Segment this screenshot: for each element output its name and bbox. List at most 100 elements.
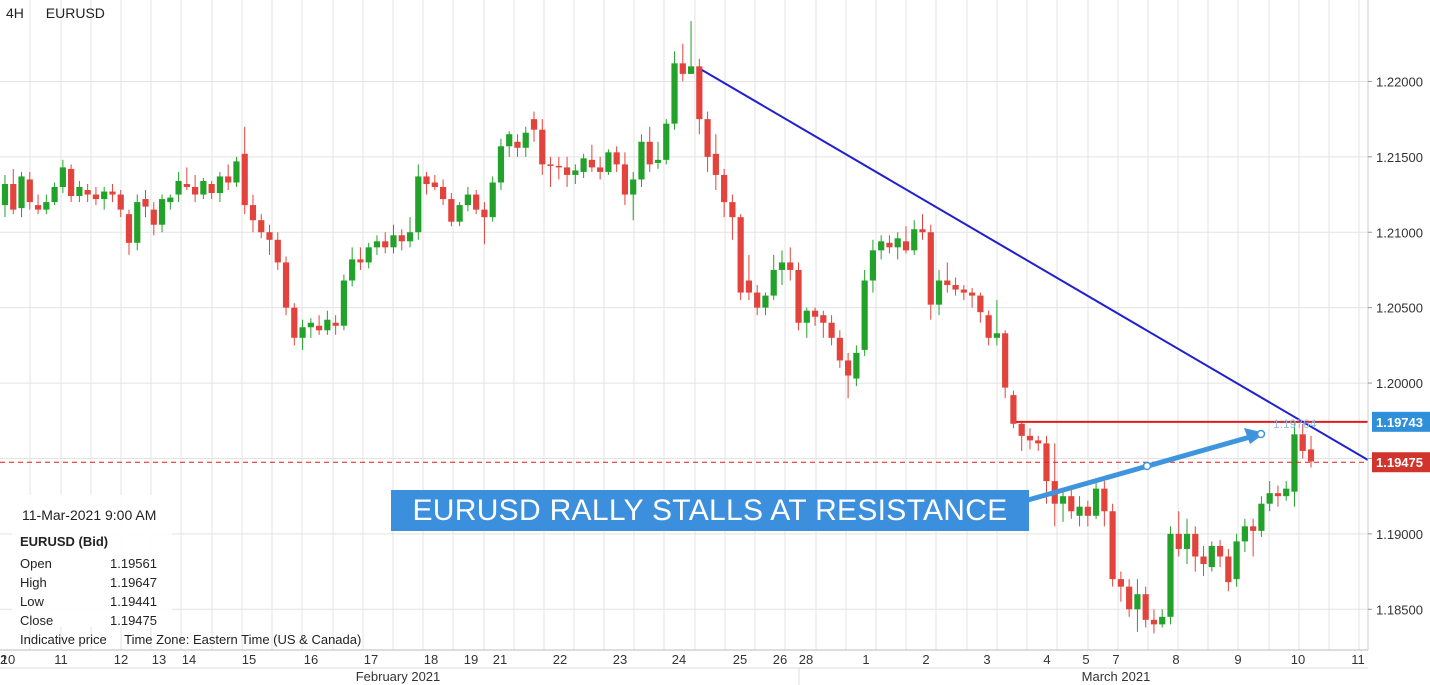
candle-body [1126, 586, 1133, 610]
candle-body [241, 153, 248, 206]
timezone-label[interactable]: Time Zone: Eastern Time (US & Canada) [124, 632, 362, 647]
candle-body [1159, 616, 1166, 625]
candle-body [489, 182, 496, 218]
candle-body [448, 199, 455, 222]
candle-body [539, 129, 546, 165]
info-value: 1.19561 [110, 556, 157, 571]
candle-body [134, 202, 141, 243]
candle-body [1208, 545, 1215, 568]
candle-body [415, 176, 422, 233]
x-tick-label: 4 [1043, 652, 1050, 667]
candle-body [588, 159, 595, 168]
candle-body [225, 176, 232, 183]
current-price-tag [1372, 452, 1430, 473]
candle-body [150, 209, 157, 225]
candle-body [101, 191, 108, 200]
candle-body [845, 360, 852, 376]
candle-body [778, 262, 786, 270]
candle-body [109, 191, 116, 195]
candle-body [1291, 434, 1298, 492]
candle-body [506, 134, 513, 147]
candle-body [332, 322, 339, 326]
candle-body [51, 187, 58, 203]
candle-body [390, 235, 397, 248]
candle-body [10, 183, 17, 210]
candle-body [1026, 435, 1034, 441]
candle-body [340, 280, 347, 326]
candle-body [84, 190, 91, 195]
candle-body [530, 119, 538, 130]
candle-body [919, 229, 926, 233]
candle-body [770, 269, 777, 296]
candle-body [1274, 493, 1282, 497]
candle-body [258, 220, 265, 233]
candle-body [853, 352, 860, 379]
candle-body [200, 180, 207, 195]
x-tick-label: 25 [733, 652, 747, 667]
timeframe-label[interactable]: 4H [6, 5, 24, 21]
candle-body [621, 164, 629, 195]
candle-body [1101, 488, 1108, 512]
candle-body [894, 238, 901, 248]
current-price-tag-label: 1.19475 [1376, 455, 1423, 470]
candle-body [638, 141, 645, 180]
candle-body [993, 333, 1000, 338]
info-instrument: EURUSD (Bid) [20, 534, 109, 549]
candle-body [861, 280, 868, 350]
candle-body [935, 280, 943, 305]
candle-body [299, 327, 306, 338]
x-tick-label: 7 [1112, 652, 1119, 667]
x-tick-label: 14 [182, 652, 196, 667]
candle-body [803, 310, 810, 323]
y-tick-label: 1.21000 [1376, 225, 1423, 240]
x-tick-label: 2 [922, 652, 929, 667]
candle-body [572, 170, 579, 175]
candle-body [497, 146, 505, 183]
candle-body [423, 176, 430, 184]
y-tick-label: 1.20000 [1376, 376, 1423, 391]
candle-body [1233, 541, 1240, 580]
info-label: Close [20, 613, 54, 628]
resistance-marker-label: 1.19764 [1273, 417, 1317, 431]
candle-body [886, 242, 893, 248]
candle-body [944, 280, 951, 286]
x-tick-label: 18 [424, 652, 438, 667]
candle-body [563, 167, 571, 175]
x-tick-label: 5 [1082, 652, 1089, 667]
candle-body [654, 159, 662, 163]
annotation-arrow [1027, 434, 1251, 503]
candle-body [26, 179, 33, 203]
candle-body [307, 322, 314, 328]
candle-body [1241, 526, 1248, 542]
candle-body [762, 295, 769, 308]
candle-body [663, 123, 670, 160]
candle-body [117, 194, 124, 210]
symbol-label[interactable]: EURUSD [45, 5, 105, 21]
candle-body [911, 229, 918, 251]
candle-body [464, 194, 471, 206]
candle-body [630, 179, 637, 195]
candle-body [68, 168, 75, 197]
candle-body [266, 232, 273, 240]
candle-body [1109, 511, 1116, 580]
candle-body [1192, 533, 1199, 557]
candle-body [1283, 488, 1290, 497]
x-tick-label: 11 [54, 652, 68, 667]
candle-body [473, 194, 480, 210]
candle-body [373, 241, 381, 248]
candle-body [795, 269, 802, 323]
candle-body [324, 319, 331, 331]
candle-body [158, 199, 166, 225]
candle-body [1, 183, 9, 206]
candle-body [737, 217, 744, 293]
candle-body [555, 165, 562, 168]
info-value: 1.19647 [110, 575, 157, 590]
candle-body [712, 153, 719, 175]
candle-body [1225, 556, 1232, 583]
candle-body [745, 280, 753, 293]
candle-body [357, 259, 364, 263]
candle-body [985, 315, 992, 338]
x-tick-label: 13 [152, 652, 166, 667]
candle-body [481, 209, 488, 218]
